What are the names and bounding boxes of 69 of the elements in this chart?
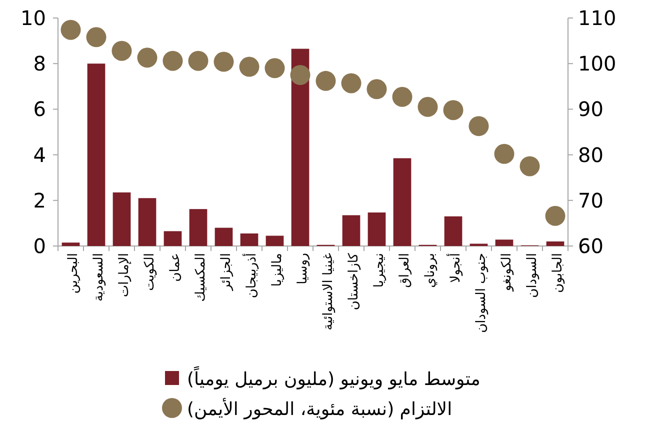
bar	[368, 212, 386, 246]
point	[443, 100, 464, 120]
point	[392, 86, 412, 107]
x-tick-label: الكونغو	[499, 253, 514, 292]
x-tick-label: الجزائر	[218, 253, 234, 292]
y-tick-label: 2	[33, 188, 46, 212]
y-tick-label: 0	[33, 234, 46, 258]
bar	[444, 216, 462, 246]
point	[468, 116, 489, 136]
legend-label: متوسط مايو ويونيو (مليون برميل يومياً)	[187, 366, 480, 390]
y-tick-label: 10	[20, 6, 46, 30]
x-tick-label: أذربيجان	[242, 253, 260, 298]
y2-tick-label: 70	[578, 188, 604, 212]
y-tick-label: 4	[33, 142, 46, 167]
y2-tick-label: 80	[578, 142, 604, 167]
x-tick-label: أنجولا	[446, 253, 464, 283]
x-tick-label: المكسيك	[193, 253, 208, 302]
y2-tick-label: 90	[578, 97, 604, 122]
point	[137, 48, 158, 68]
bar	[189, 209, 208, 246]
point	[239, 56, 260, 77]
point	[520, 156, 540, 176]
bar	[240, 233, 258, 246]
point	[188, 50, 208, 71]
bar	[138, 198, 156, 246]
point	[86, 27, 106, 48]
bar	[266, 236, 284, 246]
x-tick-label: الإمارات	[116, 253, 132, 298]
bar	[214, 228, 233, 246]
x-tick-label: ماليزيا	[270, 253, 285, 287]
y2-tick-label: 100	[578, 52, 616, 76]
bar	[546, 241, 564, 246]
point	[366, 79, 387, 100]
point	[545, 206, 566, 226]
y-tick-label: 6	[33, 97, 46, 122]
point	[214, 52, 234, 72]
bar	[112, 192, 131, 246]
bar	[62, 242, 80, 246]
x-tick-label: نيجيريا	[372, 253, 387, 288]
y2-tick-label: 110	[578, 6, 616, 30]
point	[418, 96, 438, 117]
x-tick-label: السعودية	[91, 253, 106, 302]
point	[341, 73, 362, 94]
x-tick-label: العراق	[397, 253, 412, 288]
point	[112, 40, 132, 61]
point	[162, 50, 183, 71]
point	[60, 20, 81, 40]
legend-label: الالتزام (نسبة مئوية، المحور الأيمن)	[187, 397, 452, 420]
y-tick-label: 8	[33, 52, 46, 76]
x-tick-label: كازاخستان	[346, 252, 362, 310]
bar	[393, 158, 412, 246]
bar	[87, 64, 106, 246]
bar	[342, 215, 360, 246]
x-tick-label: السودان	[524, 253, 540, 298]
point	[290, 65, 310, 85]
x-tick-label: بروناي	[422, 253, 438, 288]
x-tick-label: جنوب السودان	[474, 253, 489, 333]
x-tick-label: الجابون	[550, 253, 566, 293]
point	[264, 58, 285, 78]
x-tick-label: الكويت	[142, 253, 158, 291]
x-tick-label: البحرين	[66, 253, 81, 294]
x-tick-label: روسيا	[295, 253, 310, 284]
point	[494, 144, 514, 164]
point	[316, 70, 336, 91]
y2-tick-label: 60	[578, 234, 604, 258]
bar	[164, 231, 182, 246]
x-tick-label: عمان	[168, 253, 183, 282]
bar	[495, 240, 514, 246]
x-tick-label: غينيا الاستوائية	[320, 252, 336, 330]
